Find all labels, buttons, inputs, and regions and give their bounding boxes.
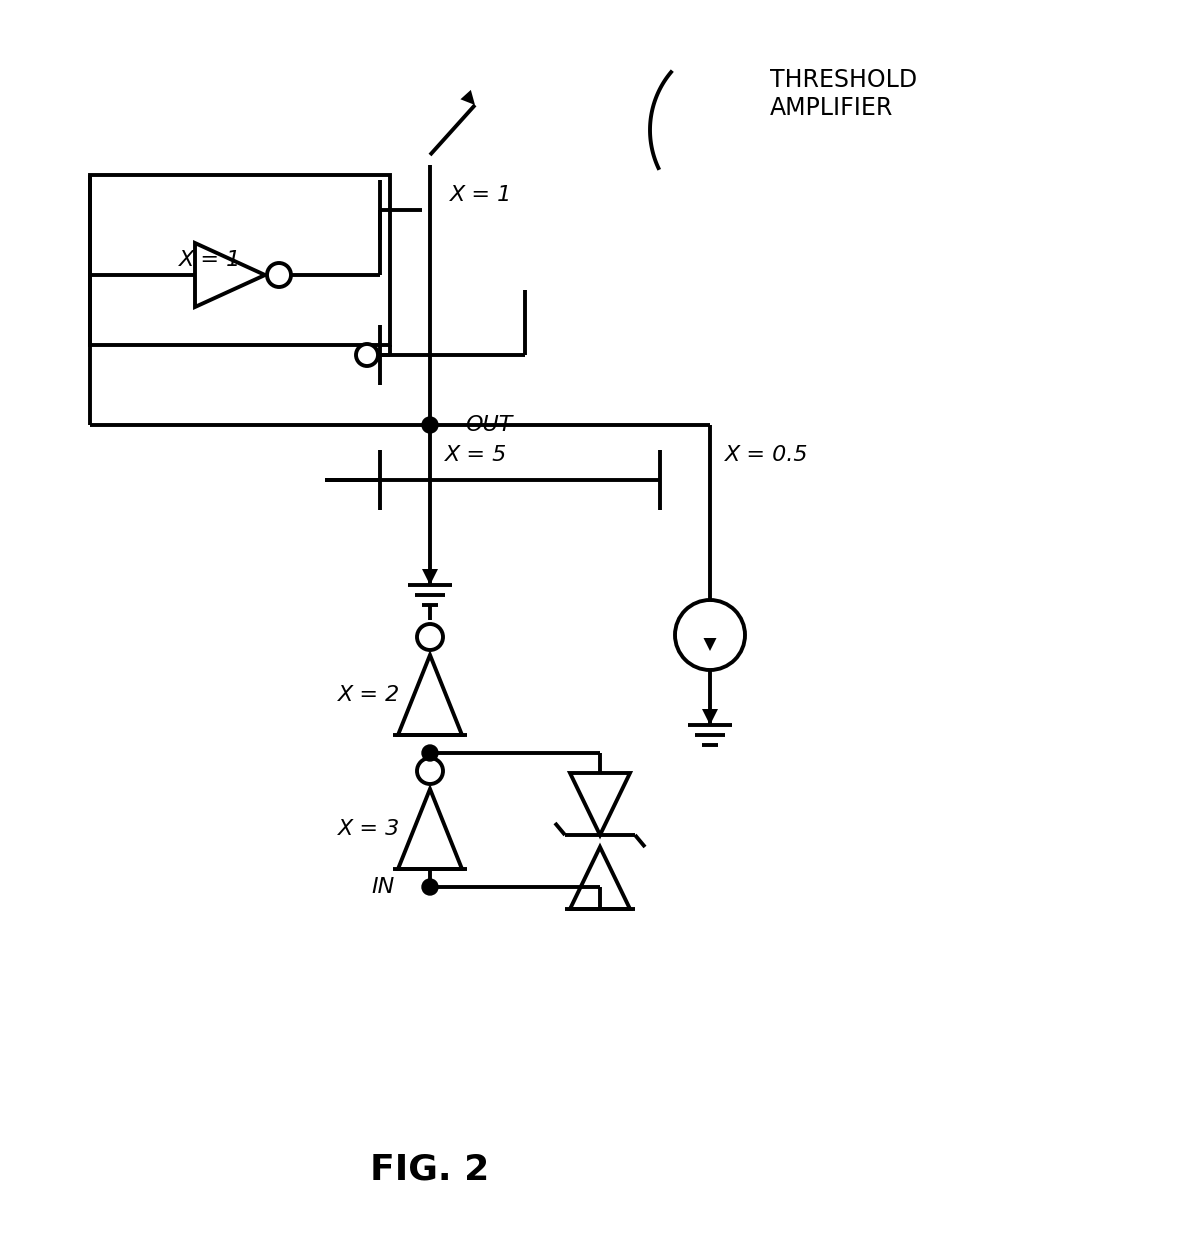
Circle shape <box>417 758 443 784</box>
Text: X = 1: X = 1 <box>450 185 512 205</box>
Text: X = 5: X = 5 <box>445 445 507 465</box>
Text: THRESHOLD
AMPLIFIER: THRESHOLD AMPLIFIER <box>771 67 917 120</box>
Text: X = 0.5: X = 0.5 <box>725 445 809 465</box>
Text: X = 1: X = 1 <box>179 250 241 270</box>
Polygon shape <box>460 90 476 105</box>
Text: X = 2: X = 2 <box>338 684 400 704</box>
Circle shape <box>267 264 291 287</box>
Circle shape <box>421 744 438 761</box>
Circle shape <box>356 343 378 366</box>
Text: X = 3: X = 3 <box>338 819 400 839</box>
Polygon shape <box>702 709 718 724</box>
Text: OUT: OUT <box>465 415 513 435</box>
Circle shape <box>417 624 443 649</box>
Circle shape <box>421 879 438 896</box>
Circle shape <box>421 417 438 433</box>
Bar <box>90 175 390 345</box>
Circle shape <box>675 600 745 669</box>
Polygon shape <box>421 570 438 585</box>
Text: IN: IN <box>372 877 395 897</box>
Text: FIG. 2: FIG. 2 <box>371 1153 490 1187</box>
Polygon shape <box>703 638 716 651</box>
